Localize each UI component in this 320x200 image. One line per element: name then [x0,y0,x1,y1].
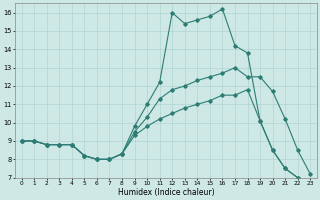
X-axis label: Humidex (Indice chaleur): Humidex (Indice chaleur) [118,188,214,197]
